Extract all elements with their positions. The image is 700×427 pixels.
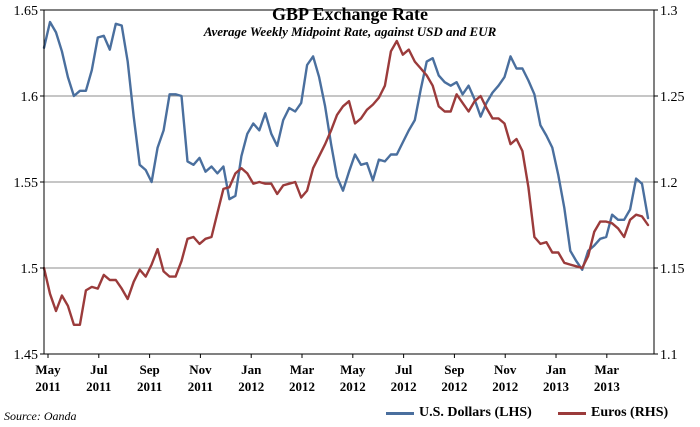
y-right-tick-label: 1.1	[660, 348, 678, 363]
x-tick-year: 2011	[188, 379, 213, 394]
source-note: Source: Oanda	[4, 409, 77, 423]
x-tick-year: 2011	[86, 379, 111, 394]
plot-frame	[43, 9, 655, 355]
x-tick-month: May	[35, 362, 61, 377]
y-left-tick-label: 1.55	[14, 176, 39, 191]
legend-label-usd: U.S. Dollars (LHS)	[419, 405, 532, 420]
y-right-tick-label: 1.15	[660, 262, 685, 277]
x-tick-month: Jul	[90, 362, 108, 377]
legend-item-usd: U.S. Dollars (LHS)	[386, 405, 532, 421]
x-tick-month: Sep	[444, 362, 464, 377]
y-right-tick-label: 1.3	[660, 4, 678, 19]
x-tick-year: 2011	[137, 379, 162, 394]
x-tick-year: 2012	[340, 379, 366, 394]
axes	[40, 9, 658, 358]
x-tick-month: Mar	[595, 362, 620, 377]
x-tick-month: Jan	[546, 362, 567, 377]
y-left-tick-label: 1.6	[21, 90, 39, 105]
legend-item-eur: Euros (RHS)	[558, 405, 668, 421]
x-tick-year: 2012	[238, 379, 264, 394]
series-line-usd	[42, 20, 650, 271]
y-left-tick-label: 1.5	[21, 262, 39, 277]
x-tick-month: Sep	[139, 362, 159, 377]
legend-label-eur: Euros (RHS)	[591, 405, 669, 420]
y-right-tick-label: 1.2	[660, 176, 678, 191]
series-layer	[42, 20, 650, 326]
y-left-tick-label: 1.65	[14, 4, 39, 19]
tick-labels: 1.45 1.5 1.55 1.6 1.65 1.1 1.15 1.2 1.25 1.3 May 20…	[14, 4, 685, 394]
x-tick-month: Jul	[395, 362, 413, 377]
x-tick-year: 2012	[289, 379, 315, 394]
x-tick-year: 2012	[492, 379, 518, 394]
x-tick-month: Jan	[241, 362, 262, 377]
x-tick-year: 2012	[441, 379, 467, 394]
chart-title: GBP Exchange Rate	[272, 4, 428, 24]
gridlines	[44, 95, 654, 269]
x-tick-month: May	[340, 362, 366, 377]
chart-subtitle: Average Weekly Midpoint Rate, against US…	[203, 24, 497, 39]
x-tick-year: 2012	[391, 379, 417, 394]
x-tick-month: Mar	[290, 362, 315, 377]
y-right-tick-label: 1.25	[660, 90, 685, 105]
x-tick-year: 2013	[543, 379, 570, 394]
legend-swatch-usd	[386, 411, 414, 415]
x-tick-month: Nov	[494, 362, 517, 377]
x-tick-year: 2013	[594, 379, 621, 394]
series-line-eur	[42, 39, 650, 326]
legend-swatch-eur	[558, 411, 586, 415]
x-tick-year: 2011	[35, 379, 60, 394]
y-left-tick-label: 1.45	[14, 348, 39, 363]
x-tick-month: Nov	[189, 362, 212, 377]
